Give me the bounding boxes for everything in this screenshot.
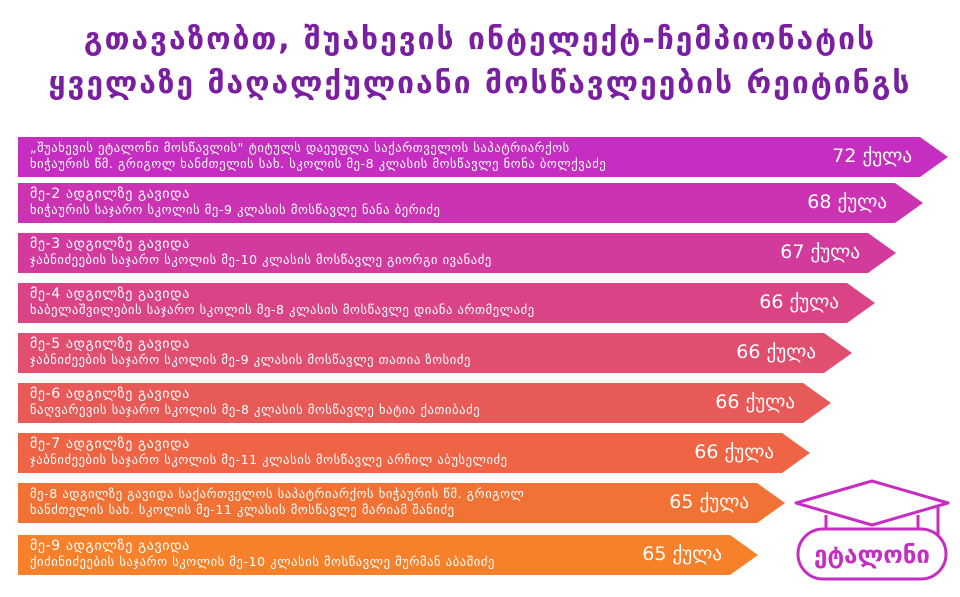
row-text-line-2: ხაბელაშვილების საჯარო სკოლის მე-8 კლასის… <box>30 302 535 317</box>
row-score: 67 ქულა <box>780 241 860 263</box>
row-score: 72 ქულა <box>832 145 912 167</box>
ranking-row-6: მე-6 ადგილზე გავიდა ნაღვარევის საჯარო სკ… <box>18 383 831 423</box>
row-text-line-1: მე-7 ადგილზე გავიდა <box>30 436 190 452</box>
row-score: 66 ქულა <box>736 341 816 363</box>
ranking-row-9: მე-9 ადგილზე გავიდა ქიძინიძეების საჯარო … <box>18 535 758 575</box>
row-score: 65 ქულა <box>669 491 749 513</box>
etaloni-logo: ეტალონი <box>792 477 952 583</box>
page-title-line-1: გთავაზობთ, შუახევის ინტელექტ-ჩემპიონატის <box>83 22 877 57</box>
ranking-row-7: მე-7 ადგილზე გავიდა ჯაბნიძეების საჯარო ს… <box>18 433 810 473</box>
ranking-row-1: „შუახევის ეტალონი მოსწავლის" ტიტულს დაეუ… <box>18 137 948 177</box>
page-title-line-2: ყველაზე მაღალქულიანი მოსწავლეების რეიტინ… <box>48 66 912 101</box>
row-score: 68 ქულა <box>807 191 887 213</box>
row-score: 66 ქულა <box>759 291 839 313</box>
row-text-line-2: ნაღვარევის საჯარო სკოლის მე-8 კლასის მოს… <box>30 402 481 417</box>
row-text-line-2: ჯაბნიძეების საჯარო სკოლის მე-9 კლასის მო… <box>30 352 471 367</box>
row-text-line-1: მე-3 ადგილზე გავიდა <box>30 236 190 252</box>
row-text-line-2: ჯაბნიძეების საჯარო სკოლის მე-11 კლასის მ… <box>30 452 508 467</box>
row-text-line-1: მე-6 ადგილზე გავიდა <box>30 386 190 402</box>
row-text-line-1: მე-2 ადგილზე გავიდა <box>30 186 190 202</box>
ranking-row-2: მე-2 ადგილზე გავიდა ხიჭაურის საჯარო სკოლ… <box>18 183 923 223</box>
logo-text: ეტალონი <box>814 541 930 569</box>
row-score: 66 ქულა <box>715 391 795 413</box>
row-text-line-2: ჯაბნიძეების საჯარო სკოლის მე-10 კლასის მ… <box>30 252 492 267</box>
row-text-line-1: მე-5 ადგილზე გავიდა <box>30 336 190 352</box>
row-text-line-1: მე-9 ადგილზე გავიდა <box>30 538 190 554</box>
row-text-line-1: მე-4 ადგილზე გავიდა <box>30 286 190 302</box>
row-text-line-2: ხიჭაურის საჯარო სკოლის მე-9 კლასის მოსწა… <box>30 202 441 217</box>
row-text-line-1: „შუახევის ეტალონი მოსწავლის" ტიტულს დაეუ… <box>30 140 570 155</box>
row-score: 66 ქულა <box>694 441 774 463</box>
ranking-row-3: მე-3 ადგილზე გავიდა ჯაბნიძეების საჯარო ს… <box>18 233 896 273</box>
row-text-line-2: ხანძთელის სახ. სკოლის მე-11 კლასის მოსწა… <box>30 502 455 517</box>
row-text-line-2: ქიძინიძეების საჯარო სკოლის მე-10 კლასის … <box>30 554 495 569</box>
ranking-row-8: მე-8 ადგილზე გავიდა საქართველოს საპატრია… <box>18 483 785 523</box>
row-score: 65 ქულა <box>642 543 722 565</box>
row-text-line-1: მე-8 ადგილზე გავიდა საქართველოს საპატრია… <box>30 486 525 501</box>
ranking-row-4: მე-4 ადგილზე გავიდა ხაბელაშვილების საჯარ… <box>18 283 875 323</box>
row-text-line-2: ხიჭაურის წმ. გრიგოლ ხანძთელის სახ. სკოლი… <box>30 156 607 171</box>
ranking-row-5: მე-5 ადგილზე გავიდა ჯაბნიძეების საჯარო ს… <box>18 333 852 373</box>
graduation-cap-icon: ეტალონი <box>794 479 950 581</box>
